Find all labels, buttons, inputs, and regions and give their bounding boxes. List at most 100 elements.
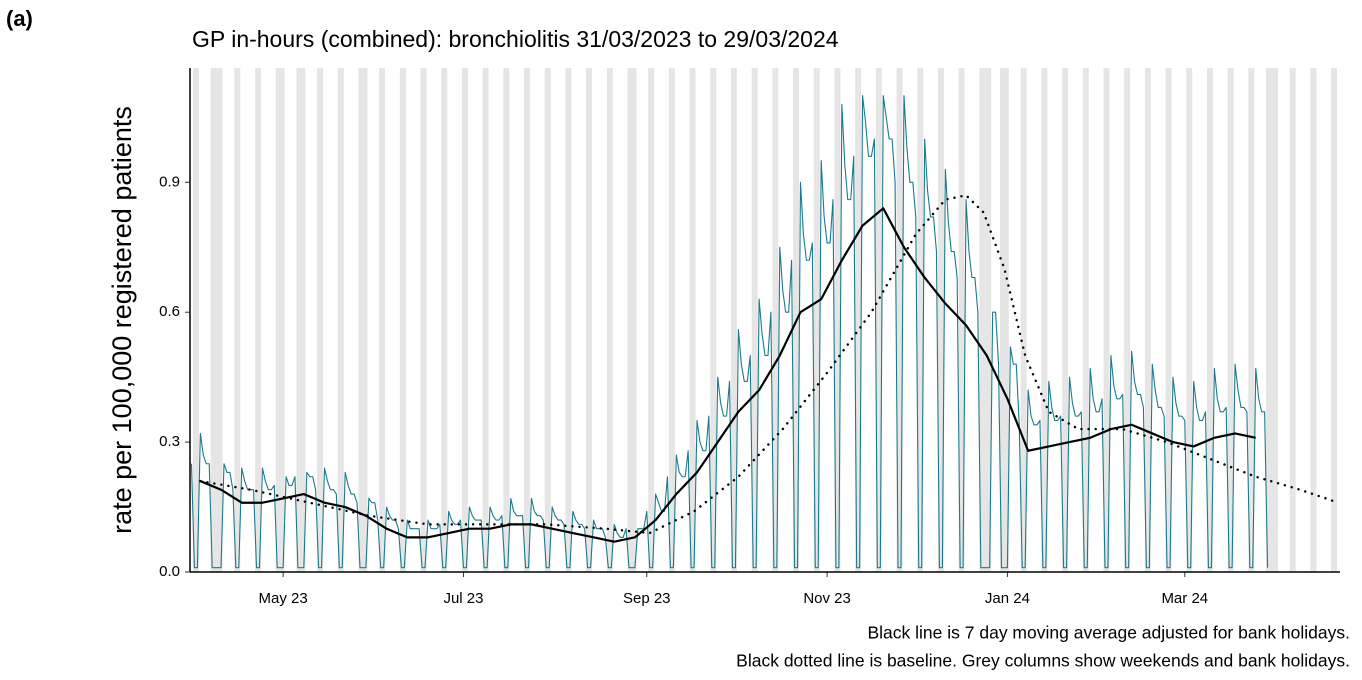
weekend-column [1266, 68, 1270, 572]
weekend-column [1186, 68, 1190, 572]
weekend-column [544, 68, 548, 572]
weekend-column [1274, 68, 1278, 572]
weekend-column [858, 68, 862, 572]
weekend-column [1044, 68, 1048, 572]
weekend-column [547, 68, 551, 572]
weekend-column [1144, 68, 1148, 572]
weekend-column [257, 68, 261, 572]
weekend-column [1251, 68, 1255, 572]
weekend-column [988, 68, 992, 572]
weekend-column [775, 68, 779, 572]
weekend-column [668, 68, 672, 572]
weekend-column [1227, 68, 1231, 572]
weekend-column [940, 68, 944, 572]
weekend-column [302, 68, 306, 572]
weekend-column [937, 68, 941, 572]
weekend-column [689, 68, 693, 572]
weekend-column [379, 68, 383, 572]
weekend-column [1020, 68, 1024, 572]
y-tick-label: 0.0 [159, 563, 180, 580]
weekend-column [420, 68, 424, 572]
weekend-column [485, 68, 489, 572]
weekend-column [361, 68, 365, 572]
weekend-column [255, 68, 258, 572]
y-tick-label: 0.9 [159, 173, 180, 190]
weekend-column [568, 68, 572, 572]
weekend-column [896, 68, 900, 572]
weekend-column [671, 68, 675, 572]
weekend-column [713, 68, 717, 572]
weekend-column [1085, 68, 1089, 572]
weekend-column [837, 68, 841, 572]
weekend-column [1082, 68, 1086, 572]
weekend-column [920, 68, 924, 572]
weekend-column [441, 68, 445, 572]
weekend-column [482, 68, 486, 572]
footnote: Black line is 7 day moving average adjus… [868, 623, 1351, 643]
weekend-column [1310, 68, 1314, 572]
weekend-column [813, 68, 817, 572]
weekend-column [1248, 68, 1252, 572]
weekend-column [1165, 68, 1169, 572]
weekend-column [899, 68, 903, 572]
weekend-column [834, 68, 838, 572]
weekend-column [1005, 68, 1009, 572]
weekend-column [464, 68, 468, 572]
weekend-column [358, 68, 362, 572]
panel-label: (a) [6, 6, 33, 31]
weekend-column [195, 68, 199, 572]
weekend-column [382, 68, 386, 572]
weekend-column [651, 68, 655, 572]
weekend-column [1041, 68, 1045, 572]
y-tick-label: 0.3 [159, 433, 180, 450]
weekend-column [754, 68, 758, 572]
weekend-column [875, 68, 879, 572]
weekend-column [281, 68, 285, 572]
weekend-column [878, 68, 882, 572]
weekend-column [1002, 68, 1006, 572]
weekend-column [917, 68, 921, 572]
weekend-column [402, 68, 406, 572]
weekend-column [733, 68, 737, 572]
data-line [199, 207, 1256, 543]
footnote: Black dotted line is baseline. Grey colu… [736, 651, 1350, 671]
weekend-column [1334, 68, 1338, 572]
weekend-column [589, 68, 593, 572]
weekend-column [296, 68, 300, 572]
weekend-column [219, 68, 223, 572]
weekend-column [461, 68, 465, 572]
weekend-column [855, 68, 859, 572]
weekend-column [278, 68, 282, 572]
weekend-column [985, 68, 989, 572]
weekend-column [320, 68, 324, 572]
weekend-column [630, 68, 634, 572]
weekend-column [627, 68, 631, 572]
weekend-column [527, 68, 530, 572]
weekend-column [692, 68, 696, 572]
weekend-column [1269, 68, 1273, 572]
weekend-column [1127, 68, 1131, 572]
weekend-column [237, 68, 241, 572]
weekend-column [1331, 68, 1335, 572]
x-tick-label: May 23 [259, 590, 308, 607]
weekend-column [1209, 68, 1213, 572]
weekend-column [1292, 68, 1296, 572]
weekend-column [1065, 68, 1069, 572]
weekend-column [1272, 68, 1275, 572]
weekend-column [399, 68, 403, 572]
weekend-column [751, 68, 755, 572]
chart-title: GP in-hours (combined): bronchiolitis 31… [192, 26, 839, 52]
weekend-column [772, 68, 776, 572]
weekend-column [1189, 68, 1193, 572]
weekend-column [1313, 68, 1317, 572]
weekend-column [1023, 68, 1027, 572]
weekend-column [1147, 68, 1151, 572]
x-tick-label: Jan 24 [985, 590, 1030, 607]
weekend-column [299, 68, 303, 572]
weekend-column [423, 68, 427, 572]
data-line [190, 95, 1269, 569]
weekend-column [1000, 68, 1003, 572]
weekend-column [1168, 68, 1172, 572]
weekend-column [364, 68, 368, 572]
weekend-column [1289, 68, 1293, 572]
